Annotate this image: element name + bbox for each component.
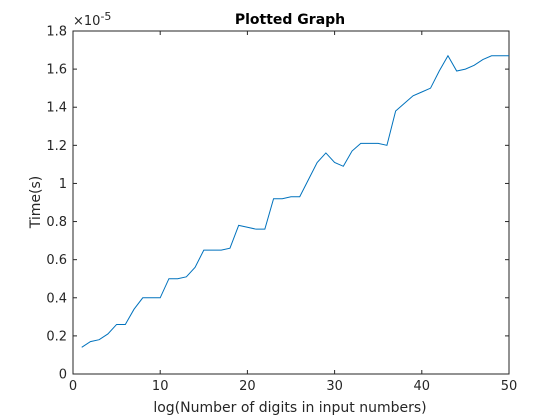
y-multiplier-base: ×10 <box>73 14 100 29</box>
y-tick-label: 0.6 <box>46 253 67 268</box>
y-tick-label: 0 <box>59 368 67 383</box>
y-tick-label: 1.2 <box>46 139 67 154</box>
y-tick-label: 0.2 <box>46 329 67 344</box>
series-line <box>81 54 509 348</box>
x-tick-label: 20 <box>239 379 256 394</box>
y-tick-label: 1.8 <box>46 25 67 40</box>
x-tick-label: 0 <box>69 379 77 394</box>
y-multiplier-exponent: -5 <box>100 10 111 23</box>
x-tick-label: 40 <box>414 379 431 394</box>
plot-area <box>72 30 510 375</box>
y-tick-label: 0.4 <box>46 291 67 306</box>
chart-title: Plotted Graph <box>235 12 345 28</box>
y-axis-multiplier: ×10-5 <box>73 10 111 29</box>
y-tick-label: 1.4 <box>46 101 67 116</box>
y-tick-label: 1 <box>59 177 67 192</box>
y-tick-label: 0.8 <box>46 215 67 230</box>
y-axis-label: Time(s) <box>28 176 44 229</box>
axis-ticks <box>72 30 510 375</box>
x-tick-label: 50 <box>501 379 518 394</box>
x-tick-label: 10 <box>152 379 169 394</box>
x-axis-label: log(Number of digits in input numbers) <box>153 400 426 416</box>
x-tick-label: 30 <box>326 379 343 394</box>
axis-tick-labels: 0 10 20 30 40 50 0 0.2 0.4 0.6 0.8 1 1.2 1.4 1.6 1.8 <box>46 25 517 395</box>
y-tick-label: 1.6 <box>46 63 67 78</box>
